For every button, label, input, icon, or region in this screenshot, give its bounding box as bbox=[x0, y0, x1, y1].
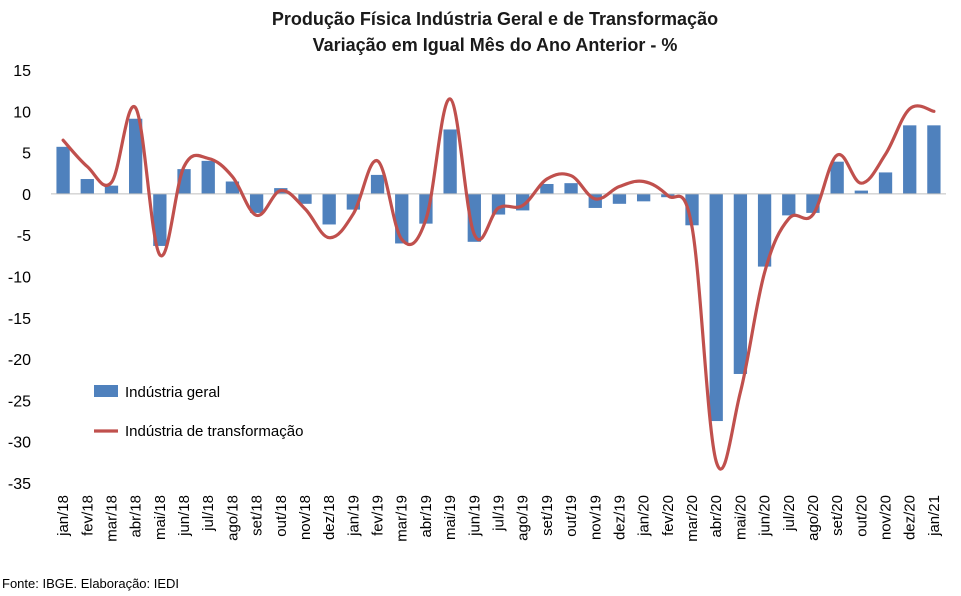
x-tick-label: set/18 bbox=[249, 495, 266, 536]
bar bbox=[830, 161, 844, 194]
x-tick-label: ago/18 bbox=[224, 495, 241, 541]
x-tick-label: set/19 bbox=[539, 495, 556, 536]
y-tick-label: -20 bbox=[8, 352, 31, 369]
y-tick-label: -35 bbox=[8, 476, 31, 493]
chart-title: Produção Física Indústria Geral e de Tra… bbox=[0, 6, 961, 58]
chart-subtitle: Variação em Igual Mês do Ano Anterior - … bbox=[312, 35, 678, 55]
x-tick-label: dez/19 bbox=[611, 495, 628, 540]
bar bbox=[757, 193, 772, 267]
bar bbox=[395, 193, 409, 244]
bar bbox=[467, 193, 481, 242]
bar bbox=[564, 183, 578, 194]
legend-label-bar: Indústria geral bbox=[125, 384, 220, 401]
bar bbox=[854, 190, 868, 194]
bar bbox=[709, 193, 723, 422]
x-tick-label: set/20 bbox=[829, 495, 846, 536]
x-tick-label: abr/19 bbox=[418, 495, 435, 538]
source-note: Fonte: IBGE. Elaboração: IEDI bbox=[2, 576, 180, 591]
x-tick-label: ago/20 bbox=[805, 495, 822, 541]
x-tick-label: dez/20 bbox=[902, 495, 919, 540]
x-tick-label: jul/20 bbox=[781, 495, 798, 532]
x-tick-label: mar/18 bbox=[104, 495, 121, 542]
bar bbox=[56, 146, 70, 194]
bar-series bbox=[56, 118, 941, 422]
bar bbox=[733, 193, 748, 374]
x-tick-label: jan/21 bbox=[926, 495, 943, 537]
bar bbox=[782, 193, 796, 216]
x-tick-label: mar/19 bbox=[394, 495, 411, 542]
x-tick-label: out/19 bbox=[563, 495, 580, 537]
bar bbox=[903, 125, 917, 194]
x-tick-label: mar/20 bbox=[684, 495, 701, 542]
x-tick-label: dez/18 bbox=[321, 495, 338, 540]
x-tick-label: out/18 bbox=[273, 495, 290, 537]
x-tick-label: jun/20 bbox=[757, 495, 774, 537]
bar bbox=[370, 174, 385, 194]
x-axis: jan/18 fev/18 mar/18 abr/18 mai/18 jun/18 jul/… bbox=[55, 495, 943, 542]
bar bbox=[80, 179, 94, 194]
bar bbox=[153, 193, 167, 246]
x-tick-label: nov/19 bbox=[587, 495, 604, 540]
x-tick-label: jan/18 bbox=[55, 495, 72, 537]
x-tick-label: out/20 bbox=[853, 495, 870, 537]
x-tick-label: jul/19 bbox=[491, 495, 508, 532]
y-tick-label: -25 bbox=[8, 393, 31, 410]
y-tick-label: -30 bbox=[8, 435, 31, 452]
bar bbox=[443, 129, 457, 194]
y-tick-label: 15 bbox=[13, 63, 31, 80]
x-tick-label: nov/20 bbox=[878, 495, 895, 540]
x-tick-label: jan/20 bbox=[636, 495, 653, 537]
bar bbox=[612, 193, 627, 204]
x-tick-label: mai/20 bbox=[732, 495, 749, 540]
bar bbox=[201, 160, 215, 194]
bar bbox=[249, 193, 264, 213]
legend: Indústria geral Indústria de transformaç… bbox=[94, 384, 303, 440]
y-axis: 15 10 5 0 -5 -10 -15 -20 -25 -30 -35 bbox=[8, 63, 31, 493]
x-tick-label: jul/18 bbox=[200, 495, 217, 532]
x-tick-label: jun/18 bbox=[176, 495, 193, 537]
chart-plot: 15 10 5 0 -5 -10 -15 -20 -25 -30 -35 jan/18 fev/18 m… bbox=[8, 63, 946, 542]
x-tick-label: abr/20 bbox=[708, 495, 725, 538]
y-tick-label: -10 bbox=[8, 270, 31, 287]
bar bbox=[927, 125, 941, 194]
y-tick-label: -5 bbox=[17, 228, 31, 245]
bar bbox=[298, 193, 312, 204]
y-tick-label: -15 bbox=[8, 311, 31, 328]
bar bbox=[129, 118, 143, 194]
legend-label-line: Indústria de transformação bbox=[125, 423, 303, 440]
x-tick-label: ago/19 bbox=[515, 495, 532, 541]
y-tick-label: 0 bbox=[22, 187, 31, 204]
x-tick-label: fev/18 bbox=[79, 495, 96, 536]
x-tick-label: fev/20 bbox=[660, 495, 677, 536]
x-tick-label: jan/19 bbox=[345, 495, 362, 537]
bar bbox=[104, 185, 119, 194]
line-series-path bbox=[61, 97, 936, 471]
bar bbox=[322, 193, 336, 225]
x-tick-label: jun/19 bbox=[466, 495, 483, 537]
y-tick-label: 10 bbox=[13, 104, 31, 121]
bar bbox=[636, 193, 651, 202]
x-tick-label: mai/18 bbox=[152, 495, 169, 540]
y-tick-label: 5 bbox=[22, 146, 31, 163]
x-tick-label: nov/18 bbox=[297, 495, 314, 540]
x-tick-label: abr/18 bbox=[128, 495, 145, 538]
x-tick-label: fev/19 bbox=[370, 495, 387, 536]
bar bbox=[878, 172, 893, 194]
chart-title-line1: Produção Física Indústria Geral e de Tra… bbox=[271, 9, 719, 29]
bar bbox=[540, 183, 554, 194]
legend-swatch-bar bbox=[94, 385, 118, 397]
x-tick-label: mai/19 bbox=[442, 495, 459, 540]
